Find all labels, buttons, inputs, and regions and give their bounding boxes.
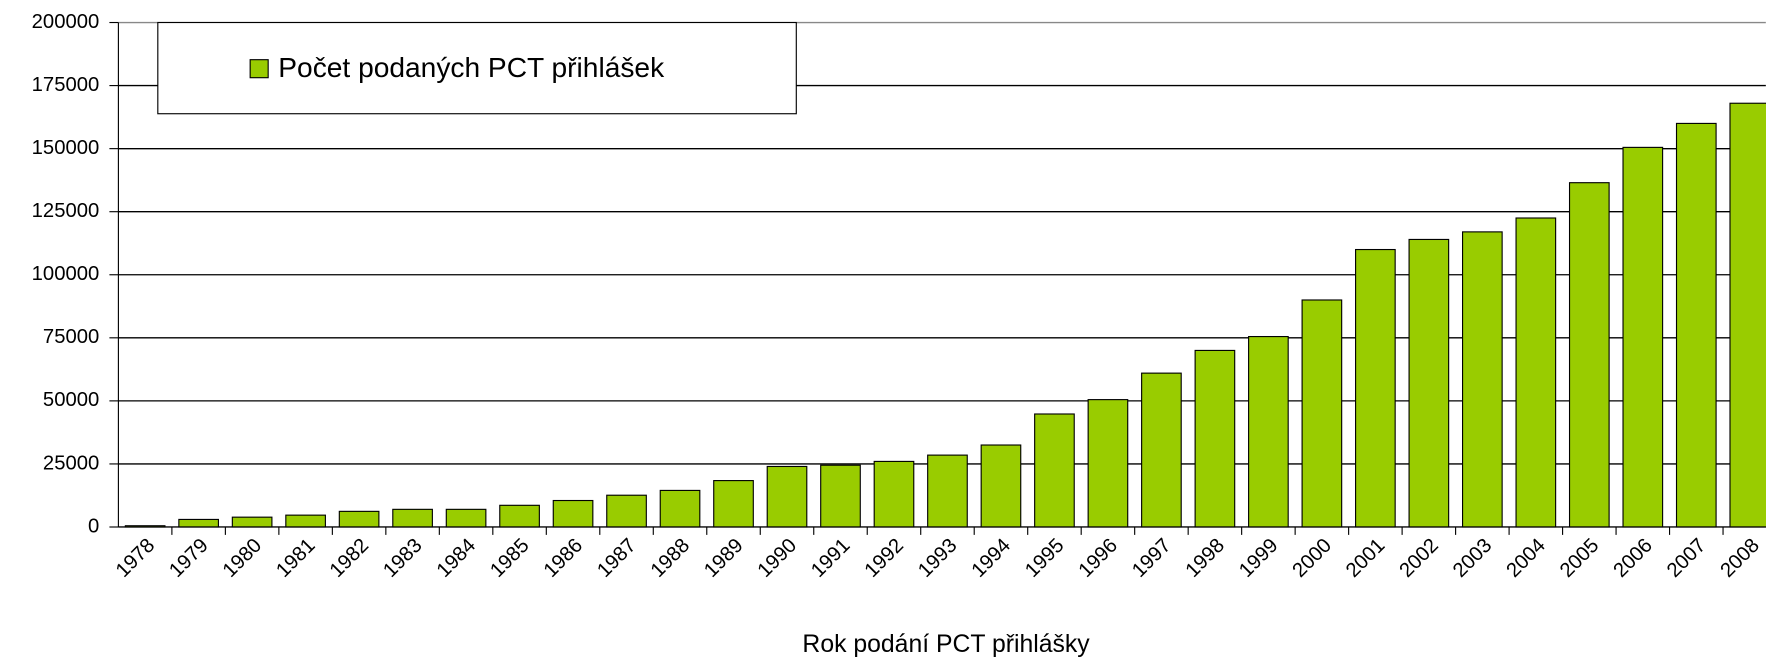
y-tick-label: 200000 (32, 11, 100, 33)
x-tick-label: 1996 (1075, 535, 1122, 582)
x-tick-label: 1982 (326, 535, 373, 582)
y-tick-label: 50000 (43, 389, 99, 411)
bar (552, 499, 594, 528)
x-tick-label: 1995 (1021, 535, 1068, 582)
bar (766, 465, 808, 528)
bar (1248, 335, 1289, 528)
x-tick-label: 2002 (1396, 535, 1443, 582)
x-tick-label: 1992 (861, 535, 908, 582)
bar (1355, 248, 1396, 528)
x-tick-label: 1978 (112, 535, 159, 582)
x-tick-label: 1980 (219, 535, 266, 582)
x-tick-label: 2000 (1289, 535, 1336, 582)
x-tick-label: 1986 (540, 535, 587, 582)
bar (713, 480, 754, 528)
bar (927, 454, 968, 528)
x-tick-label: 2001 (1342, 535, 1389, 582)
bar (1568, 182, 1610, 528)
x-tick-label: 1984 (433, 535, 480, 582)
x-tick-label: 2007 (1663, 535, 1710, 582)
x-tick-label: 2003 (1449, 535, 1496, 582)
legend-swatch (249, 59, 269, 79)
bar (285, 514, 326, 528)
y-tick-label: 25000 (43, 452, 99, 474)
bar (1034, 413, 1075, 528)
bar (1461, 231, 1503, 528)
bar (1087, 399, 1129, 528)
x-tick-label: 2006 (1609, 535, 1656, 582)
bar (1301, 299, 1343, 528)
bar (231, 516, 273, 528)
x-tick-label: 1988 (647, 535, 694, 582)
bar (178, 518, 219, 528)
x-tick-label: 1987 (593, 535, 640, 582)
bar (1622, 146, 1664, 528)
x-tick-label: 1985 (486, 535, 533, 582)
x-tick-label: 1991 (807, 535, 854, 582)
x-tick-label: 1993 (914, 535, 961, 582)
x-tick-label: 1979 (165, 535, 212, 582)
x-tick-label: 1994 (968, 535, 1015, 582)
y-tick-label: 150000 (32, 137, 100, 159)
y-tick-label: 175000 (32, 74, 100, 96)
x-tick-label: 2008 (1716, 535, 1763, 582)
legend-label: Počet podaných PCT přihlášek (278, 52, 665, 83)
x-tick-label: 1999 (1235, 535, 1282, 582)
y-tick-label: 0 (88, 515, 99, 537)
x-tick-label: 1990 (754, 535, 801, 582)
y-tick-label: 75000 (43, 326, 99, 348)
x-tick-label: 2005 (1556, 535, 1603, 582)
bar (1194, 349, 1236, 528)
bar (392, 508, 433, 528)
bar (499, 504, 540, 528)
bar (820, 464, 861, 528)
bar (338, 510, 380, 528)
x-axis-title: Rok podání PCT přihlášky (802, 631, 1090, 658)
x-tick-label: 1998 (1182, 535, 1229, 582)
bar (606, 494, 647, 528)
bar (873, 460, 915, 528)
x-tick-label: 1981 (272, 535, 319, 582)
x-tick-label: 1997 (1128, 535, 1175, 582)
bar (1515, 217, 1557, 528)
x-tick-label: 1983 (379, 535, 426, 582)
x-tick-label: 2004 (1502, 535, 1549, 582)
bar (1408, 238, 1450, 528)
bar (1675, 122, 1717, 528)
bar (1729, 102, 1766, 528)
bar (1141, 372, 1182, 528)
y-tick-label: 125000 (32, 200, 100, 222)
bar (659, 489, 701, 528)
bar (445, 508, 487, 528)
y-tick-label: 100000 (32, 263, 100, 285)
bar (980, 444, 1022, 528)
x-tick-label: 1989 (700, 535, 747, 582)
